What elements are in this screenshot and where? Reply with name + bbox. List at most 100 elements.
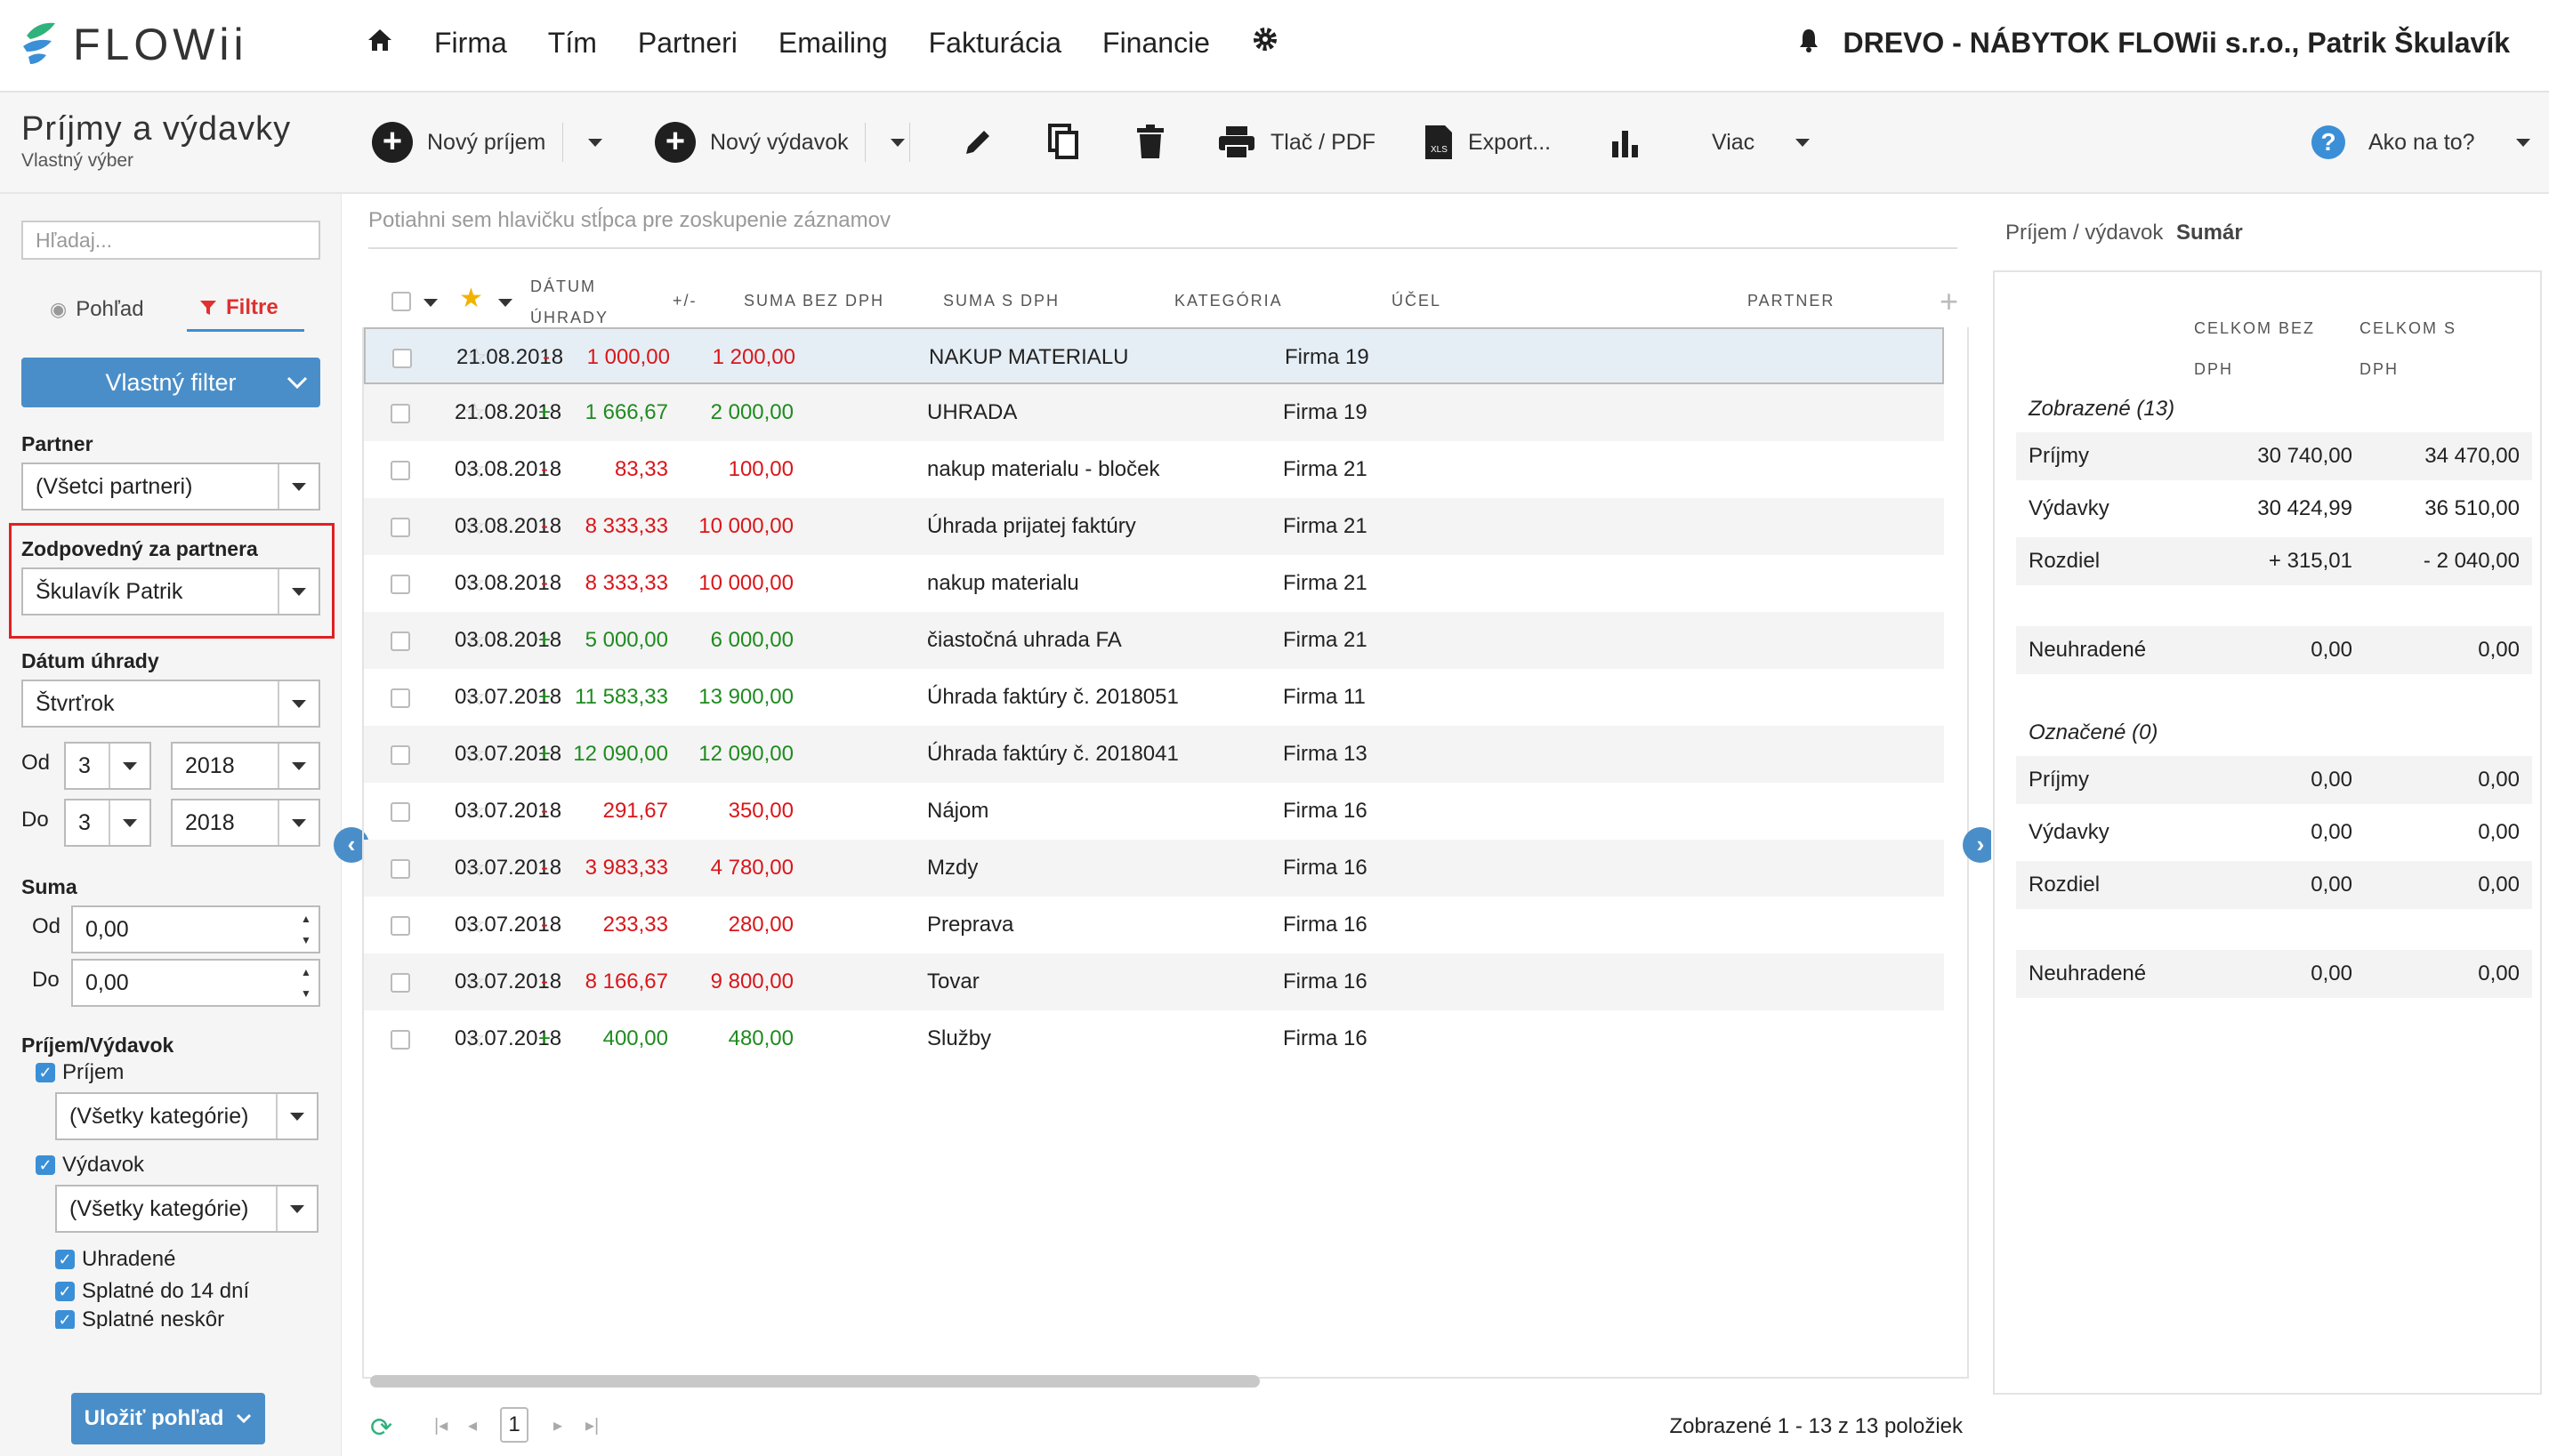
delete-button[interactable]	[1135, 116, 1166, 169]
row-checkbox[interactable]	[391, 404, 410, 423]
row-checkbox[interactable]	[391, 631, 410, 651]
tab-filters[interactable]: Filtre	[199, 295, 278, 320]
responsible-select[interactable]: Škulavík Patrik	[21, 567, 320, 615]
more-dropdown[interactable]: Viac	[1712, 116, 1811, 169]
new-expense-button[interactable]: + Nový výdavok	[655, 116, 849, 169]
group-by-drop-zone[interactable]: Potiahni sem hlavičku stĺpca pre zoskupe…	[368, 208, 1957, 249]
table-row[interactable]: ☆ 21.08.2018 +1 666,67 2 000,00 UHRADA Firma …	[364, 384, 1944, 441]
star-icon[interactable]: ☆	[464, 569, 487, 597]
nav-item-fakturacia[interactable]: Fakturácia	[928, 26, 1062, 59]
last-page-icon[interactable]: ▸|	[585, 1416, 600, 1436]
help-button[interactable]: ? Ako na to?	[2311, 116, 2530, 169]
star-icon[interactable]: ☆	[464, 1025, 487, 1052]
column-header-purpose[interactable]: ÚČEL	[1391, 292, 1442, 310]
due14-checkbox[interactable]: ✓ Splatné do 14 dní	[55, 1279, 249, 1304]
star-icon[interactable]: ☆	[464, 455, 487, 483]
home-icon[interactable]	[367, 27, 393, 60]
row-checkbox[interactable]	[391, 973, 410, 993]
edit-button[interactable]	[961, 116, 995, 169]
number-spinner[interactable]: ▲ ▼	[301, 913, 311, 946]
payment-date-select[interactable]: Štvrťrok	[21, 680, 320, 728]
star-icon[interactable]: ☆	[464, 398, 487, 426]
column-header-category[interactable]: KATEGÓRIA	[1174, 292, 1283, 310]
prev-page-icon[interactable]: ◂	[468, 1416, 478, 1436]
row-checkbox[interactable]	[391, 461, 410, 480]
star-icon[interactable]: ☆	[464, 683, 487, 711]
sum-to-input[interactable]: 0,00 ▲ ▼	[71, 959, 320, 1007]
table-row[interactable]: ☆ 03.08.2018- 8 333,33 10 000,00 Úhrada prij…	[364, 498, 1944, 555]
flowii-logo[interactable]: FLOWii	[20, 14, 248, 75]
column-header-sign[interactable]: +/-	[673, 292, 698, 310]
column-header-gross[interactable]: SUMA S DPH	[943, 292, 1061, 310]
nav-item-emailing[interactable]: Emailing	[778, 26, 888, 59]
to-quarter-select[interactable]: 3	[64, 799, 151, 847]
star-icon[interactable]: ☆	[464, 854, 487, 881]
export-button[interactable]: XLS Export...	[1424, 116, 1551, 169]
sum-from-input[interactable]: 0,00 ▲ ▼	[71, 905, 320, 953]
star-icon[interactable]: ☆	[465, 343, 488, 371]
table-row[interactable]: ☆ 03.08.2018- 8 333,33 10 000,00 nakup mater…	[364, 555, 1944, 612]
nav-item-financie[interactable]: Financie	[1102, 26, 1210, 59]
expense-category-select[interactable]: (Všetky kategórie)	[55, 1185, 319, 1233]
new-expense-dropdown[interactable]	[865, 116, 905, 169]
star-icon[interactable]: ☆	[464, 797, 487, 825]
table-row[interactable]: ☆ 03.07.2018- 8 166,67 9 800,00 Tovar Firma 1…	[364, 953, 1944, 1010]
star-icon[interactable]: ☆	[464, 740, 487, 768]
tab-summary[interactable]: Sumár	[2176, 221, 2243, 245]
row-checkbox[interactable]	[391, 688, 410, 708]
new-income-button[interactable]: + Nový príjem	[372, 116, 545, 169]
print-pdf-button[interactable]: Tlač / PDF	[1217, 116, 1375, 169]
horizontal-scrollbar[interactable]	[370, 1375, 1260, 1388]
star-icon[interactable]: ☆	[464, 911, 487, 938]
add-column-plus-icon[interactable]: +	[1940, 283, 1959, 319]
from-quarter-select[interactable]: 3	[64, 742, 151, 790]
due-later-checkbox[interactable]: ✓ Splatné neskôr	[55, 1307, 224, 1329]
row-checkbox[interactable]	[392, 349, 412, 368]
tab-income-expense[interactable]: Príjem / výdavok	[2005, 221, 2164, 245]
nav-item-partneri[interactable]: Partneri	[637, 26, 738, 59]
nav-item-firma[interactable]: Firma	[434, 26, 507, 59]
paid-checkbox[interactable]: ✓ Uhradené	[55, 1247, 175, 1272]
company-user-name[interactable]: DREVO - NÁBYTOK FLOWii s.r.o., Patrik Šk…	[1843, 27, 2510, 59]
star-icon[interactable]: ☆	[464, 626, 487, 654]
current-page-indicator[interactable]: 1	[500, 1407, 528, 1443]
expense-checkbox[interactable]: ✓ Výdavok	[36, 1153, 144, 1178]
column-header-partner[interactable]: PARTNER	[1747, 292, 1835, 310]
row-checkbox[interactable]	[391, 745, 410, 765]
table-row[interactable]: ☆ 03.07.2018- 3 983,33 4 780,00 Mzdy Firma 16	[364, 840, 1944, 897]
star-icon[interactable]: ☆	[464, 968, 487, 995]
table-row[interactable]: ☆ 03.07.2018 +11 583,33 13 900,00 Úhrada fak…	[364, 669, 1944, 726]
income-category-select[interactable]: (Všetky kategórie)	[55, 1092, 319, 1140]
chevron-down-icon[interactable]	[498, 299, 512, 307]
row-checkbox[interactable]	[391, 575, 410, 594]
save-view-button[interactable]: Uložiť pohľad	[71, 1393, 265, 1444]
table-row[interactable]: ☆ 21.08.2018- 1 000,00 1 200,00 NAKUP MATERI…	[364, 327, 1944, 384]
copy-button[interactable]	[1046, 116, 1080, 169]
custom-filter-button[interactable]: Vlastný filter	[21, 358, 320, 407]
nav-item-tim[interactable]: Tím	[547, 26, 597, 59]
search-input[interactable]: Hľadaj...	[21, 221, 320, 260]
row-checkbox[interactable]	[391, 802, 410, 822]
notification-bell-icon[interactable]	[1798, 27, 1819, 60]
star-header-icon[interactable]: ★	[459, 284, 483, 313]
table-row[interactable]: ☆ 03.07.2018- 291,67 350,00 Nájom Firma 16	[364, 783, 1944, 840]
partner-select[interactable]: (Všetci partneri)	[21, 463, 320, 511]
table-row[interactable]: ☆ 03.08.2018 +5 000,00 6 000,00 čiastočná uh…	[364, 612, 1944, 669]
new-income-dropdown[interactable]	[562, 116, 602, 169]
income-checkbox[interactable]: ✓ Príjem	[36, 1060, 124, 1085]
row-checkbox[interactable]	[391, 1030, 410, 1050]
row-checkbox[interactable]	[391, 518, 410, 537]
tab-view[interactable]: ◉ Pohľad	[50, 297, 144, 322]
star-icon[interactable]: ☆	[464, 512, 487, 540]
select-all-checkbox[interactable]	[391, 292, 411, 311]
to-year-select[interactable]: 2018	[171, 799, 320, 847]
number-spinner[interactable]: ▲ ▼	[301, 966, 311, 1000]
next-page-icon[interactable]: ▸	[553, 1416, 563, 1436]
column-header-date[interactable]: DÁTUM ÚHRADY	[530, 278, 609, 327]
row-checkbox[interactable]	[391, 916, 410, 936]
table-row[interactable]: ☆ 03.08.2018- 83,33 100,00 nakup materialu -…	[364, 441, 1944, 498]
table-row[interactable]: ☆ 03.07.2018 +12 090,00 12 090,00 Úhrada fak…	[364, 726, 1944, 783]
table-row[interactable]: ☆ 03.07.2018- 233,33 280,00 Preprava Firma 16	[364, 897, 1944, 953]
row-checkbox[interactable]	[391, 859, 410, 879]
from-year-select[interactable]: 2018	[171, 742, 320, 790]
